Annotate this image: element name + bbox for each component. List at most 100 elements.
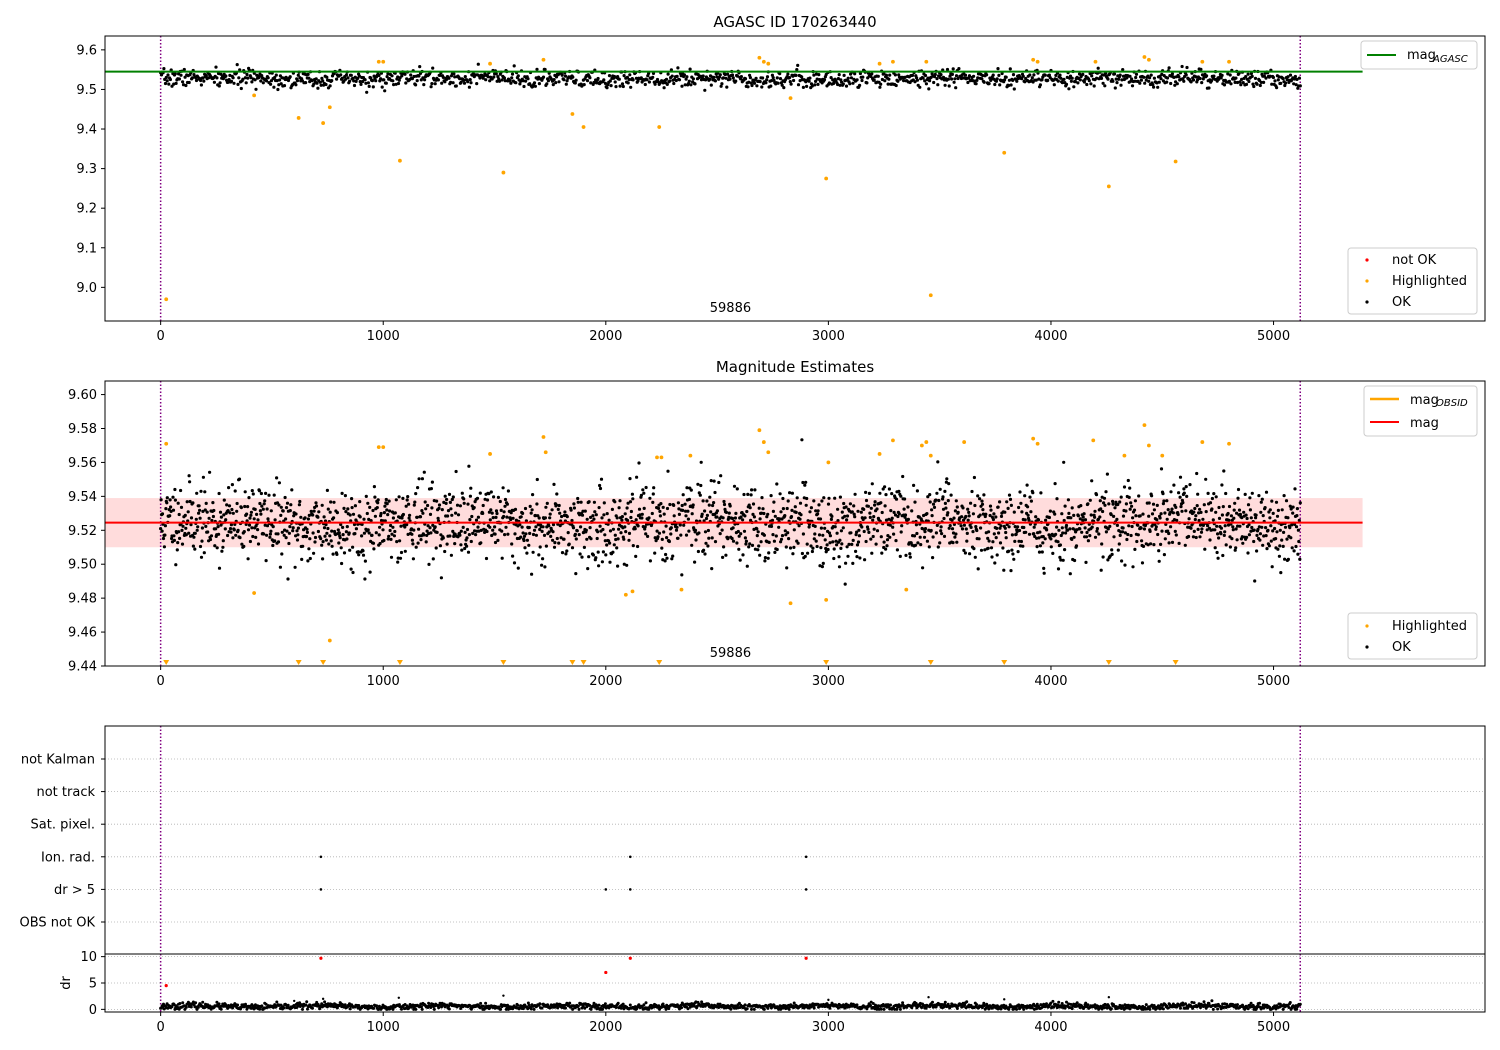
agasc-highlighted-point bbox=[766, 61, 771, 66]
magnitude-ok-point bbox=[413, 500, 417, 504]
agasc-ok-point bbox=[510, 76, 514, 80]
magnitude-ok-point bbox=[690, 543, 694, 547]
magnitude-ok-point bbox=[283, 495, 287, 500]
magnitude-ok-point bbox=[472, 506, 476, 510]
magnitude-ok-point bbox=[512, 561, 517, 565]
magnitude-ok-point bbox=[1256, 527, 1260, 532]
magnitude-ok-point bbox=[940, 532, 944, 536]
magnitude-x-ticks: 0 1000 2000 3000 4000 5000 bbox=[157, 666, 1290, 689]
agasc-ok-point bbox=[996, 67, 1000, 71]
magnitude-ok-point bbox=[197, 511, 201, 515]
magnitude-ok-point bbox=[852, 504, 856, 508]
magnitude-ok-point bbox=[684, 509, 688, 513]
magnitude-ok-point bbox=[408, 513, 412, 517]
magnitude-ok-point bbox=[771, 509, 776, 513]
agasc-ok-point bbox=[782, 86, 786, 90]
magnitude-ok-point bbox=[369, 519, 373, 523]
magnitude-ok-point bbox=[467, 464, 471, 468]
magnitude-ok-point bbox=[493, 540, 498, 545]
agasc-ok-point bbox=[295, 79, 300, 83]
magnitude-ok-point bbox=[978, 497, 982, 501]
agasc-ok-point bbox=[1283, 83, 1287, 88]
magnitude-ok-point bbox=[624, 530, 628, 534]
magnitude-ok-point bbox=[313, 535, 318, 540]
magnitude-ok-point bbox=[253, 507, 257, 511]
magnitude-ok-point bbox=[915, 489, 920, 493]
magnitude-ok-point bbox=[422, 470, 426, 474]
magnitude-ok-point bbox=[1059, 533, 1063, 538]
agasc-legend-marker-ok bbox=[1365, 300, 1369, 304]
magnitude-ok-point bbox=[1072, 513, 1076, 518]
magnitude-ok-point bbox=[428, 512, 433, 517]
magnitude-ok-point bbox=[343, 494, 347, 498]
magnitude-ok-point bbox=[536, 514, 540, 518]
magnitude-ok-point bbox=[910, 509, 914, 513]
magnitude-ok-point bbox=[982, 493, 986, 497]
magnitude-ok-point bbox=[1058, 555, 1062, 560]
magnitude-ok-point bbox=[366, 528, 370, 532]
agasc-ok-point bbox=[562, 78, 566, 82]
agasc-ok-point bbox=[594, 81, 599, 85]
magnitude-ok-point bbox=[1004, 536, 1008, 540]
agasc-ok-point bbox=[496, 75, 500, 79]
magnitude-ok-point bbox=[1095, 529, 1099, 533]
agasc-ok-point bbox=[418, 65, 422, 69]
magnitude-ok-point bbox=[864, 539, 868, 544]
magnitude-ok-point bbox=[1006, 506, 1010, 510]
magnitude-ok-point bbox=[1271, 511, 1275, 515]
magnitude-ok-point bbox=[1294, 525, 1299, 529]
agasc-ok-point bbox=[987, 82, 991, 86]
magnitude-ok-point bbox=[658, 514, 663, 518]
magnitude-ok-point bbox=[443, 494, 447, 498]
magnitude-ok-point bbox=[488, 525, 492, 529]
magnitude-ok-point bbox=[1053, 482, 1057, 486]
magnitude-legend-label-mag-obsid: mag bbox=[1410, 393, 1439, 408]
magnitude-ok-point bbox=[938, 487, 942, 491]
magnitude-ok-point bbox=[476, 525, 480, 529]
magnitude-ok-point bbox=[226, 533, 230, 538]
magnitude-ok-point bbox=[932, 505, 937, 509]
magnitude-ok-point bbox=[683, 502, 687, 506]
magnitude-ok-point bbox=[787, 537, 791, 541]
magnitude-ok-point bbox=[551, 538, 555, 542]
agasc-ok-point bbox=[319, 83, 323, 87]
magnitude-ok-point bbox=[603, 539, 607, 543]
magnitude-ok-point bbox=[162, 545, 166, 549]
dr-ok-point bbox=[189, 1005, 193, 1009]
magnitude-ok-point bbox=[656, 535, 660, 539]
magnitude-ok-point bbox=[762, 533, 767, 537]
magnitude-ok-point bbox=[677, 512, 682, 517]
magnitude-ok-point bbox=[189, 516, 194, 520]
magnitude-ok-point bbox=[983, 548, 987, 552]
agasc-ok-point bbox=[1081, 72, 1085, 76]
agasc-ok-point bbox=[746, 85, 750, 89]
magnitude-ok-point bbox=[573, 532, 578, 537]
magnitude-ok-point bbox=[548, 516, 552, 520]
agasc-ok-point bbox=[1040, 78, 1044, 82]
agasc-ok-point bbox=[883, 79, 887, 83]
magnitude-ok-point bbox=[611, 527, 616, 531]
agasc-ok-point bbox=[684, 77, 688, 81]
agasc-ok-point bbox=[1011, 73, 1016, 77]
flags-point bbox=[319, 888, 323, 891]
agasc-ok-point bbox=[1007, 83, 1011, 88]
agasc-ok-point bbox=[1134, 72, 1139, 76]
agasc-y-tick-label: 9.6 bbox=[76, 43, 97, 58]
magnitude-ok-point bbox=[564, 552, 568, 556]
magnitude-ok-point bbox=[941, 507, 946, 511]
magnitude-ok-point bbox=[816, 512, 820, 516]
magnitude-ok-point bbox=[1157, 549, 1161, 553]
agasc-ok-point bbox=[1245, 77, 1249, 81]
magnitude-ok-point bbox=[644, 485, 648, 490]
magnitude-ok-point bbox=[994, 515, 998, 519]
magnitude-ok-point bbox=[962, 523, 967, 527]
agasc-ok-point bbox=[1165, 80, 1169, 84]
magnitude-ok-point bbox=[634, 554, 638, 559]
agasc-ok-point bbox=[813, 83, 817, 87]
magnitude-ok-point bbox=[1262, 534, 1266, 538]
agasc-ok-point bbox=[1196, 78, 1200, 82]
magnitude-ok-point bbox=[748, 542, 752, 546]
magnitude-ok-point bbox=[1017, 539, 1021, 543]
magnitude-ok-point bbox=[730, 536, 734, 541]
